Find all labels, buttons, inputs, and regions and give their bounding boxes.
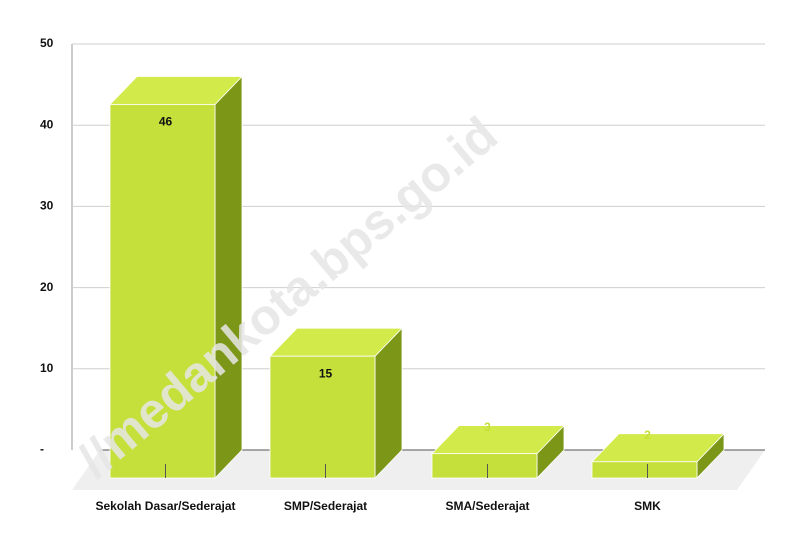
y-tick-label: 20 [40, 280, 54, 294]
x-tick-label: Sekolah Dasar/Sederajat [95, 499, 235, 513]
bar [109, 75, 243, 479]
data-label: 3 [484, 420, 491, 434]
bar-front [269, 355, 376, 479]
y-tick-label: 50 [40, 36, 54, 50]
data-label: 15 [319, 366, 333, 380]
y-tick-label: 10 [40, 361, 54, 375]
bar-front [431, 453, 538, 479]
data-label: 2 [644, 428, 651, 442]
plot-area: - 10 20 30 40 50 46 Sekolah Dasar/Sederajat 15 SM… [40, 36, 765, 513]
data-label: 46 [159, 115, 173, 129]
bar-front [591, 461, 698, 479]
floor [72, 450, 765, 490]
bar [591, 432, 725, 479]
x-tick-label: SMA/Sederajat [445, 499, 529, 513]
x-tick-label: SMK [634, 499, 661, 513]
y-tick-label: - [40, 442, 44, 456]
y-tick-label: 30 [40, 199, 54, 213]
bar-front [109, 104, 216, 479]
bar [269, 327, 403, 479]
bar-side [214, 75, 243, 479]
bar [431, 424, 565, 479]
x-tick-label: SMP/Sederajat [284, 499, 367, 513]
y-tick-label: 40 [40, 117, 54, 131]
